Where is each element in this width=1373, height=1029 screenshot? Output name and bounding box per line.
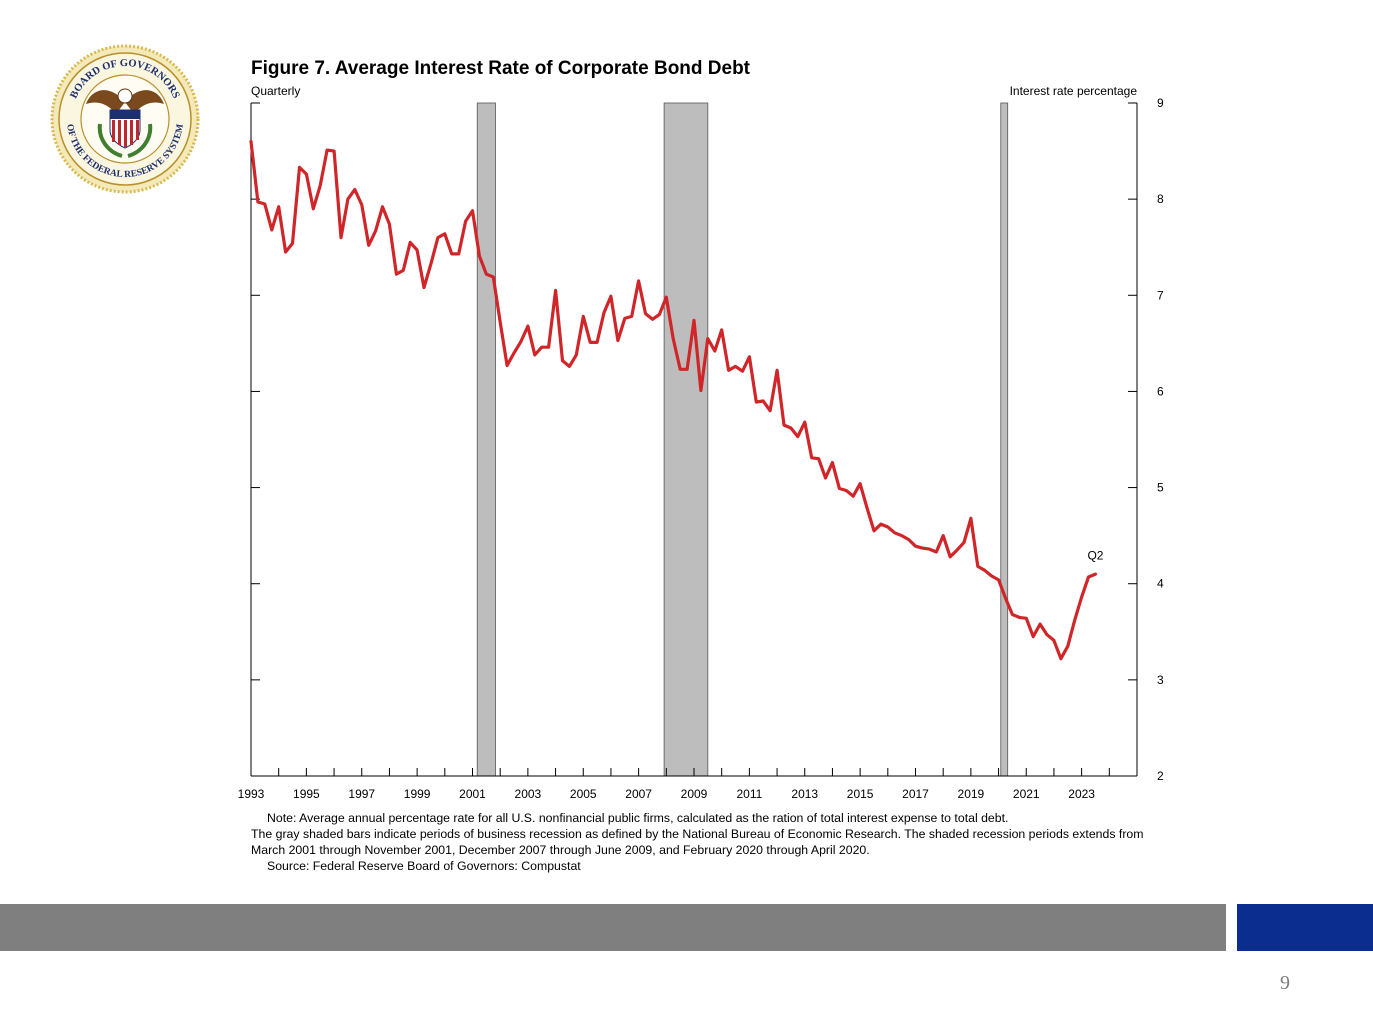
x-tick-label: 1997: [348, 787, 375, 801]
series-line-interest-rate: [249, 139, 1098, 661]
x-tick-label: 2005: [570, 787, 597, 801]
y-tick-label: 5: [1157, 481, 1164, 495]
footer-blue-block: [1237, 904, 1373, 951]
y-tick-label: 6: [1157, 384, 1164, 398]
y-tick-label: 4: [1157, 577, 1164, 591]
x-tick-label: 2013: [791, 787, 818, 801]
page-number: 9: [1280, 972, 1290, 994]
q2-annotation: Q2: [1087, 549, 1103, 563]
x-tick-label: 2015: [847, 787, 874, 801]
x-tick-label: 2023: [1068, 787, 1095, 801]
y-tick-label: 3: [1157, 673, 1164, 687]
recession-bar-1: [476, 102, 496, 777]
x-tick-label: 1995: [293, 787, 320, 801]
x-tick-label: 1999: [404, 787, 431, 801]
y-tick-label: 7: [1157, 288, 1164, 302]
source-line: Source: Federal Reserve Board of Governo…: [267, 859, 581, 873]
note-line-1: Note: Average annual percentage rate for…: [267, 811, 1009, 825]
recession-bar-3: [1000, 102, 1009, 777]
x-tick-label: 2019: [958, 787, 985, 801]
y-tick-label: 2: [1157, 769, 1164, 783]
x-tick-label: 2009: [681, 787, 708, 801]
x-tick-label: 2001: [459, 787, 486, 801]
note-line-2: The gray shaded bars indicate periods of…: [251, 827, 1144, 857]
x-tick-label: 2007: [625, 787, 652, 801]
frequency-label: Quarterly: [251, 84, 300, 98]
x-tick-label: 2021: [1013, 787, 1040, 801]
interest-rate-chart: Figure 7. Average Interest Rate of Corpo…: [238, 58, 1164, 801]
x-tick-label: 2017: [902, 787, 929, 801]
federal-reserve-seal-logo: BOARD OF GOVERNORS OF THE FEDERAL RESERV…: [50, 44, 200, 194]
footer-gray-bar: [0, 904, 1226, 951]
x-tick-label: 2003: [515, 787, 542, 801]
x-tick-label: 2011: [736, 787, 762, 801]
x-tick-label: 1993: [238, 787, 265, 801]
chart-title: Figure 7. Average Interest Rate of Corpo…: [251, 58, 751, 79]
y-axis-label: Interest rate percentage: [1010, 84, 1138, 98]
y-tick-label: 9: [1157, 96, 1164, 110]
chart-note: Note: Average annual percentage rate for…: [251, 810, 1151, 874]
recession-bar-2: [663, 102, 709, 777]
y-tick-label: 8: [1157, 192, 1164, 206]
